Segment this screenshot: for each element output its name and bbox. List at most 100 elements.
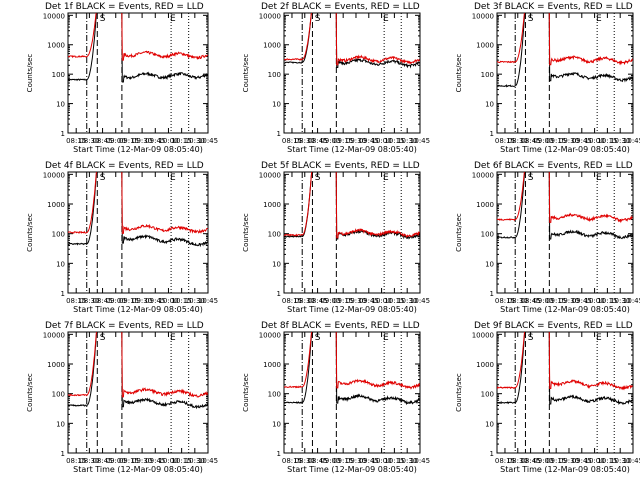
plot-frame — [67, 331, 209, 454]
x-tick-label: 08:45 — [520, 457, 540, 465]
y-tick-label: 1000 — [476, 42, 494, 50]
x-axis-label: Start Time (12-Mar-09 08:05:40) — [287, 465, 417, 474]
end-marker-label: E — [383, 14, 389, 24]
x-tick-label: 08:15 — [282, 297, 302, 305]
x-tick-label: 10:15 — [172, 297, 192, 305]
y-tick-label: 10000 — [472, 331, 494, 339]
panel-det-6: Det 6f BLACK = Events, RED = LLD 1 10 100 10… — [455, 161, 640, 314]
x-tick-label: 10:15 — [384, 457, 404, 465]
y-tick-label: 100 — [481, 391, 494, 399]
x-tick-label: 09:30 — [346, 457, 366, 465]
x-tick-label: 10:30 — [397, 297, 417, 305]
lld-series-line — [497, 172, 633, 224]
x-tick-label: 09:30 — [346, 137, 366, 145]
x-tick-label: 10:00 — [371, 457, 391, 465]
y-tick-label: 1000 — [47, 201, 65, 209]
x-tick-label: 09:45 — [145, 137, 165, 145]
x-tick-label: 10:00 — [371, 137, 391, 145]
y-tick-label: 1 — [490, 450, 494, 458]
x-tick-label: 10:00 — [584, 297, 604, 305]
x-axis-label: Start Time (12-Mar-09 08:05:40) — [500, 465, 630, 474]
events-series-line — [68, 332, 208, 410]
y-tick-label: 10000 — [259, 331, 281, 339]
x-tick-label: 08:45 — [92, 457, 112, 465]
x-tick-label: 10:00 — [158, 297, 178, 305]
start-marker-label: S — [100, 333, 106, 343]
x-tick-label: 10:00 — [584, 457, 604, 465]
y-tick-label: 10000 — [472, 171, 494, 179]
y-tick-label: 10 — [272, 420, 281, 428]
plot-frame — [496, 331, 634, 454]
x-tick-label: 10:45 — [623, 297, 640, 305]
y-axis-label: Counts/sec — [26, 213, 34, 252]
x-tick-label: 08:45 — [307, 457, 327, 465]
x-tick-label: 08:30 — [295, 457, 315, 465]
x-tick-label: 08:30 — [295, 297, 315, 305]
x-tick-label: 08:15 — [66, 137, 86, 145]
x-tick-label: 09:15 — [119, 297, 139, 305]
x-axis-label: Start Time (12-Mar-09 08:05:40) — [287, 145, 417, 154]
y-axis-label: Counts/sec — [242, 54, 250, 93]
y-tick-label: 100 — [52, 71, 65, 79]
x-tick-label: 10:15 — [384, 297, 404, 305]
x-tick-label: 08:30 — [79, 457, 99, 465]
plot-frame — [496, 171, 634, 294]
x-tick-label: 08:15 — [66, 297, 86, 305]
events-series-line — [68, 13, 208, 83]
x-tick-label: 10:45 — [198, 137, 218, 145]
x-tick-label: 09:30 — [559, 137, 579, 145]
x-tick-label: 10:30 — [397, 137, 417, 145]
x-tick-label: 10:15 — [597, 297, 617, 305]
y-tick-label: 10000 — [259, 171, 281, 179]
plot-frame — [283, 171, 421, 294]
x-tick-label: 10:15 — [384, 137, 404, 145]
y-tick-label: 1 — [61, 130, 65, 138]
y-axis-label: Counts/sec — [26, 373, 34, 412]
panel-title: Det 2f BLACK = Events, RED = LLD — [261, 2, 420, 12]
x-tick-label: 08:30 — [295, 137, 315, 145]
x-tick-label: 10:00 — [158, 457, 178, 465]
x-tick-label: 09:15 — [119, 457, 139, 465]
y-tick-label: 1000 — [263, 42, 281, 50]
x-tick-label: 09:00 — [533, 457, 553, 465]
end-marker-label: E — [383, 333, 389, 343]
y-tick-label: 1 — [277, 130, 281, 138]
y-tick-label: 1 — [490, 130, 494, 138]
start-marker-label: S — [528, 333, 534, 343]
end-marker-label: E — [383, 173, 389, 183]
x-tick-label: 10:00 — [371, 297, 391, 305]
y-tick-label: 10000 — [259, 12, 281, 20]
events-series-line — [497, 13, 633, 88]
x-tick-label: 09:00 — [320, 297, 340, 305]
y-tick-label: 1000 — [263, 201, 281, 209]
lld-series-line — [68, 13, 208, 61]
x-tick-label: 10:30 — [397, 457, 417, 465]
x-tick-label: 10:30 — [610, 297, 630, 305]
x-tick-label: 09:30 — [132, 297, 152, 305]
x-tick-label: 09:30 — [132, 137, 152, 145]
x-tick-label: 10:30 — [610, 137, 630, 145]
start-marker-label: S — [528, 14, 534, 24]
y-tick-label: 100 — [52, 391, 65, 399]
x-tick-label: 10:30 — [185, 137, 205, 145]
x-tick-label: 09:00 — [320, 137, 340, 145]
x-tick-label: 09:15 — [333, 457, 353, 465]
start-marker-label: S — [315, 333, 321, 343]
y-tick-label: 10 — [272, 101, 281, 109]
lld-series-line — [284, 13, 420, 66]
x-tick-label: 10:15 — [172, 137, 192, 145]
y-tick-label: 1000 — [47, 361, 65, 369]
x-tick-label: 08:15 — [495, 297, 515, 305]
y-tick-label: 1 — [277, 450, 281, 458]
y-tick-label: 10000 — [43, 171, 65, 179]
x-axis-label: Start Time (12-Mar-09 08:05:40) — [287, 305, 417, 314]
lld-series-line — [497, 332, 633, 391]
plot-frame — [496, 12, 634, 134]
end-marker-label: E — [596, 173, 602, 183]
x-tick-label: 08:45 — [520, 297, 540, 305]
x-tick-label: 08:45 — [307, 297, 327, 305]
x-tick-label: 09:30 — [132, 457, 152, 465]
x-tick-label: 10:45 — [198, 297, 218, 305]
y-axis-label: Counts/sec — [242, 373, 250, 412]
